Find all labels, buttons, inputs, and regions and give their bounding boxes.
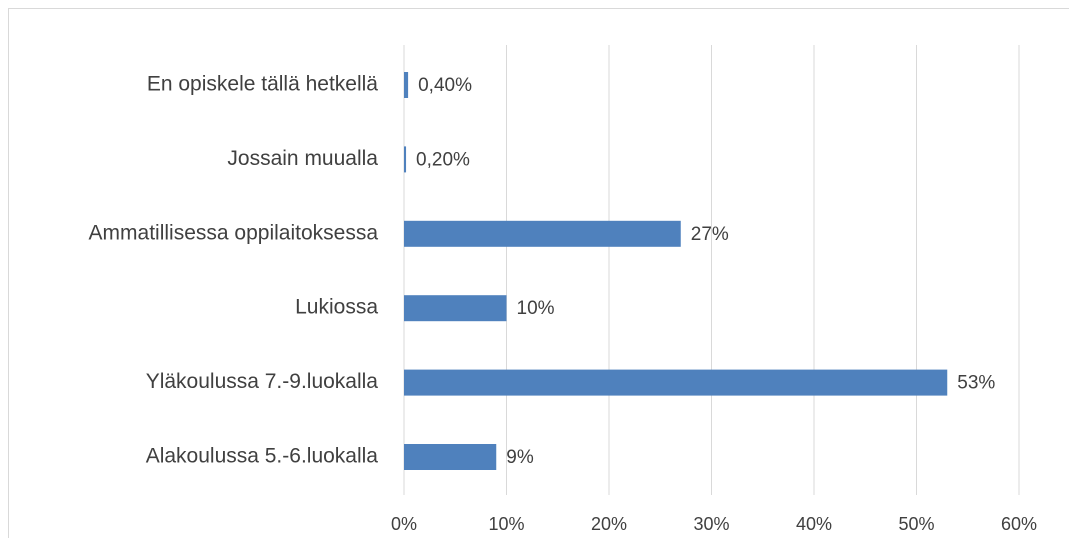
- value-label: 10%: [517, 298, 555, 319]
- x-tick-label: 30%: [693, 514, 729, 534]
- x-tick-label: 10%: [488, 514, 524, 534]
- y-tick-label: Yläkoulussa 7.-9.luokalla: [146, 370, 379, 393]
- y-tick-label: En opiskele tällä hetkellä: [147, 73, 378, 96]
- bar: [404, 220, 681, 247]
- x-tick-label: 0%: [391, 514, 417, 534]
- bar: [404, 444, 497, 470]
- value-label: 0,20%: [416, 149, 470, 170]
- x-tick-label: 50%: [898, 514, 934, 534]
- y-tick-label: Jossain muualla: [227, 147, 378, 170]
- value-label: 9%: [506, 447, 534, 468]
- value-label: 53%: [957, 373, 995, 394]
- y-tick-label: Ammatillisessa oppilaitoksessa: [89, 221, 379, 244]
- bar: [404, 146, 407, 173]
- y-tick-label: Lukiossa: [295, 296, 378, 319]
- x-tick-label: 60%: [1001, 514, 1037, 534]
- x-tick-label: 40%: [796, 514, 832, 534]
- x-tick-label: 20%: [591, 514, 627, 534]
- bar: [404, 295, 507, 322]
- chart-frame: [8, 8, 1069, 538]
- bar: [404, 72, 409, 98]
- value-label: 0,40%: [418, 75, 472, 96]
- value-label: 27%: [691, 224, 729, 245]
- bar: [404, 369, 948, 396]
- y-tick-label: Alakoulussa 5.-6.luokalla: [146, 445, 379, 468]
